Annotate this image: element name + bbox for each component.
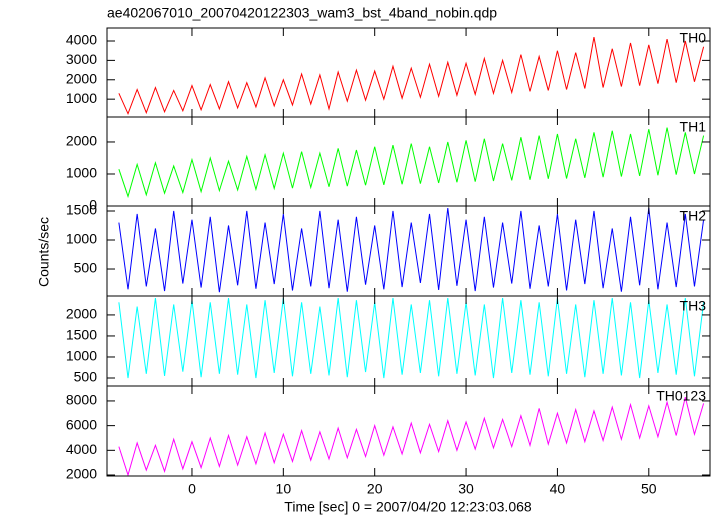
y-tick-label: 8000 — [66, 392, 97, 408]
x-tick-label: 0 — [188, 481, 196, 497]
data-line — [118, 208, 705, 293]
y-tick-label: 1000 — [66, 231, 97, 247]
y-tick-label: 1500 — [66, 202, 97, 218]
y-tick-label: 4000 — [66, 32, 97, 48]
panel-frame — [106, 27, 711, 118]
y-tick-label: 2000 — [66, 306, 97, 322]
data-line — [118, 37, 705, 116]
panel-frame — [106, 205, 711, 297]
y-tick-label: 1000 — [66, 165, 97, 181]
x-tick-label: 40 — [550, 481, 566, 497]
panel-frame — [106, 385, 711, 477]
y-tick-label: 0 — [89, 197, 97, 213]
x-axis-label: Time [sec] 0 = 2007/04/20 12:23:03.068 — [284, 499, 532, 515]
x-tick-label: 50 — [641, 481, 657, 497]
chart-title: ae402067010_20070420122303_wam3_bst_4ban… — [107, 5, 497, 21]
y-tick-label: 500 — [74, 260, 98, 276]
y-tick-label: 1000 — [66, 348, 97, 364]
data-line — [118, 127, 705, 199]
panel-frame — [106, 116, 711, 207]
x-tick-label: 10 — [276, 481, 292, 497]
panel-frame — [106, 295, 711, 387]
series-label: TH2 — [680, 208, 707, 224]
series-label: TH0123 — [656, 388, 706, 404]
y-tick-label: 4000 — [66, 441, 97, 457]
y-tick-label: 1000 — [66, 90, 97, 106]
x-tick-label: 20 — [367, 481, 383, 497]
y-tick-label: 2000 — [66, 70, 97, 86]
y-tick-label: 6000 — [66, 416, 97, 432]
y-tick-label: 2000 — [66, 133, 97, 149]
y-tick-label: 3000 — [66, 51, 97, 67]
y-tick-label: 500 — [74, 369, 98, 385]
y-axis-label: Counts/sec — [36, 217, 52, 287]
y-tick-label: 1500 — [66, 327, 97, 343]
data-line — [118, 397, 705, 476]
series-label: TH1 — [680, 119, 707, 135]
y-tick-label: 2000 — [66, 466, 97, 482]
x-tick-label: 30 — [458, 481, 474, 497]
series-label: TH3 — [680, 298, 707, 314]
series-label: TH0 — [680, 30, 707, 46]
data-line — [118, 298, 705, 379]
